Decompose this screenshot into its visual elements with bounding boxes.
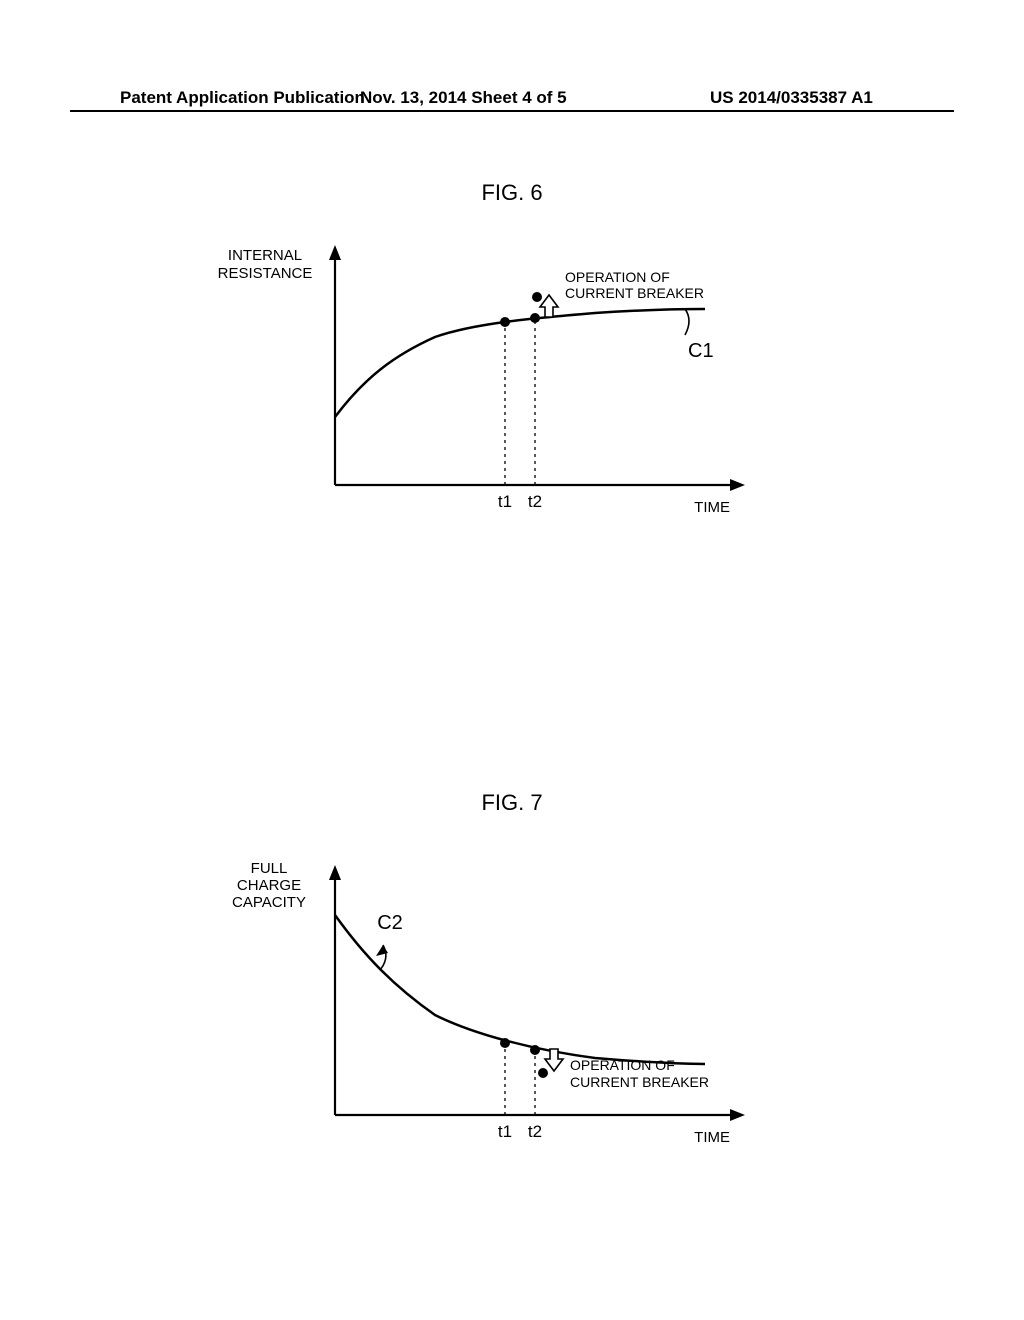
fig6-curve-label: C1 <box>688 340 714 362</box>
header-center-text: Nov. 13, 2014 Sheet 4 of 5 <box>360 88 567 108</box>
fig7-dot-t1 <box>500 1038 510 1048</box>
fig7-t2-label: t2 <box>528 1122 542 1141</box>
fig7-svg: FULL CHARGE CAPACITY C2 t1 t2 TIME OPERA <box>235 855 795 1155</box>
header-right-text: US 2014/0335387 A1 <box>710 88 873 108</box>
fig7-dot-breaker <box>538 1068 548 1078</box>
fig7-ylabel-2: CHARGE <box>237 877 301 894</box>
fig6-chart: INTERNAL RESISTANCE C1 t1 t2 TIME OPERAT… <box>235 235 795 525</box>
fig7-chart: FULL CHARGE CAPACITY C2 t1 t2 TIME OPERA <box>235 855 795 1155</box>
fig6-dot-breaker <box>532 292 542 302</box>
fig7-ylabel-3: CAPACITY <box>232 894 306 911</box>
fig6-anno-1: OPERATION OF <box>565 269 670 285</box>
fig7-anno-1: OPERATION OF <box>570 1057 675 1073</box>
header-rule <box>70 110 954 112</box>
fig7-curve-label: C2 <box>377 912 403 934</box>
fig6-y-arrow <box>329 245 341 260</box>
fig6-dot-t1 <box>500 317 510 327</box>
fig7-curve <box>335 915 705 1064</box>
fig6-t1-label: t1 <box>498 492 512 511</box>
fig6-up-arrow-icon <box>540 295 558 317</box>
fig6-c1-leader <box>685 309 689 335</box>
fig7-x-arrow <box>730 1109 745 1121</box>
fig6-x-arrow <box>730 479 745 491</box>
fig6-t2-label: t2 <box>528 492 542 511</box>
header-left-text: Patent Application Publication <box>120 88 365 108</box>
fig7-xlabel: TIME <box>694 1129 730 1146</box>
fig7-anno-2: CURRENT BREAKER <box>570 1074 709 1090</box>
fig6-ylabel-2: RESISTANCE <box>218 265 313 282</box>
fig7-ylabel-1: FULL <box>251 860 288 877</box>
fig6-anno-2: CURRENT BREAKER <box>565 285 704 301</box>
fig6-ylabel-1: INTERNAL <box>228 247 302 264</box>
fig7-dot-t2 <box>530 1045 540 1055</box>
fig6-dot-t2 <box>530 313 540 323</box>
fig6-xlabel: TIME <box>694 499 730 516</box>
fig6-title: FIG. 6 <box>0 180 1024 206</box>
fig7-t1-label: t1 <box>498 1122 512 1141</box>
fig6-svg: INTERNAL RESISTANCE C1 t1 t2 TIME OPERAT… <box>235 235 795 525</box>
fig7-title: FIG. 7 <box>0 790 1024 816</box>
fig6-curve <box>335 309 705 417</box>
fig7-y-arrow <box>329 865 341 880</box>
